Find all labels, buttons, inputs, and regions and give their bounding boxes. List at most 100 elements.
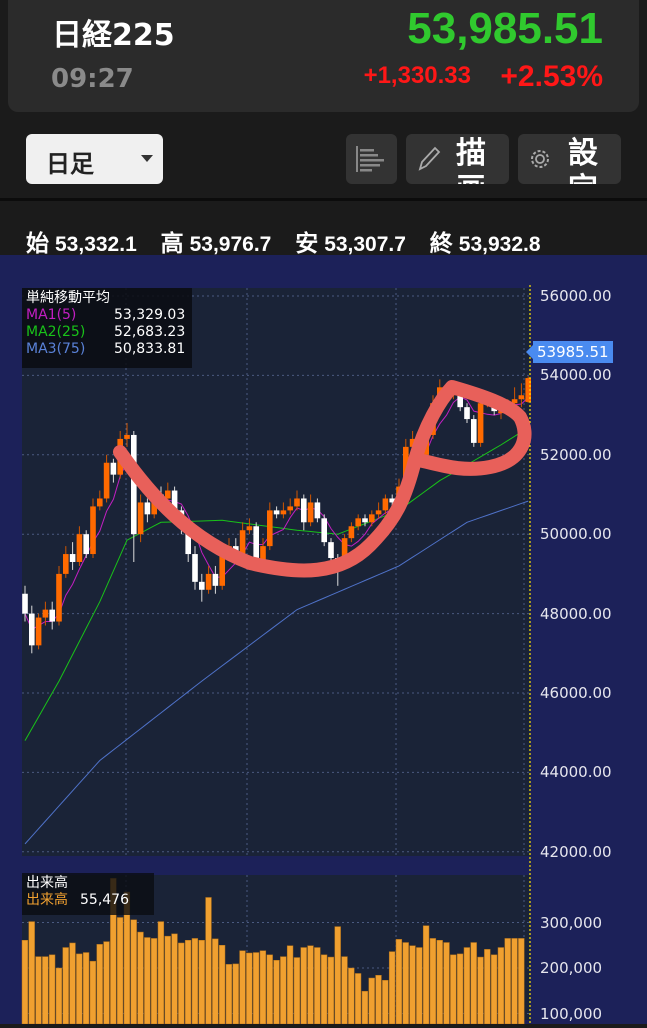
candle-body	[301, 498, 307, 523]
ma1-line	[24, 396, 529, 631]
quote-time: 09:27	[51, 64, 134, 94]
price-chart[interactable]	[0, 255, 647, 1025]
volume-axis-tick: 200,000	[540, 959, 603, 977]
open-value: 53,332.1	[55, 233, 137, 256]
candle-body	[29, 613, 35, 646]
candle-body	[314, 502, 321, 519]
y-axis-tick: 56000.00	[540, 287, 612, 305]
high-label: 高	[160, 230, 184, 256]
volume-bar	[354, 973, 362, 1025]
volume-bar	[171, 933, 178, 1025]
candle-body	[369, 514, 375, 523]
indicator-list-button[interactable]	[346, 134, 397, 184]
candle-body	[199, 581, 205, 590]
volume-legend-title: 出来高	[26, 875, 68, 891]
price-change: +1,330.33	[363, 62, 471, 89]
volume-bar	[21, 939, 29, 1025]
volume-bar	[368, 977, 375, 1025]
volume-bar	[300, 947, 307, 1025]
draw-label: 描画	[456, 136, 486, 184]
volume-bar	[55, 967, 63, 1025]
volume-bar	[137, 931, 144, 1025]
candle-body	[260, 546, 266, 566]
volume-bar	[218, 945, 226, 1025]
volume-bar	[314, 947, 321, 1025]
ma3-line	[24, 500, 529, 845]
settings-button[interactable]: 設定	[518, 134, 621, 184]
volume-bar	[382, 980, 389, 1025]
volume-bar	[450, 954, 457, 1025]
ma3-label: MA3(75)	[26, 341, 86, 357]
candle-body	[464, 407, 470, 420]
candle-body	[355, 518, 361, 527]
candle-body	[185, 526, 191, 555]
volume-bar	[416, 947, 423, 1025]
volume-bar	[518, 938, 525, 1025]
index-title: 日経225	[52, 18, 175, 53]
candle-body	[267, 510, 273, 547]
volume-bar	[116, 917, 124, 1025]
volume-bar	[320, 954, 328, 1025]
current-price: 53,985.51	[407, 4, 603, 53]
draw-button[interactable]: 描画	[406, 134, 509, 184]
candle-body	[137, 502, 144, 535]
volume-bar	[191, 938, 199, 1025]
volume-legend: 出来高 出来高 55,476	[22, 873, 154, 915]
volume-bar	[422, 925, 430, 1025]
candle-body	[171, 490, 178, 511]
candle-body	[49, 609, 55, 622]
price-change-percent: +2.53%	[500, 60, 603, 93]
y-axis-tick: 54000.00	[540, 366, 612, 385]
candle-body	[403, 446, 409, 487]
volume-axis-tick: 100,000	[540, 1004, 603, 1023]
gear-icon	[531, 150, 549, 168]
candle-body	[103, 462, 110, 499]
candle-body	[348, 526, 355, 539]
candle-body	[205, 573, 212, 590]
volume-bar	[375, 975, 382, 1025]
settings-label: 設定	[568, 136, 598, 184]
candle-body	[239, 530, 246, 555]
volume-bar	[62, 947, 69, 1025]
candle-body	[56, 573, 62, 622]
candle-body	[525, 378, 531, 402]
candle-body	[131, 434, 137, 535]
divider	[0, 198, 647, 201]
quote-header: 日経225 09:27 53,985.51 +1,330.33 +2.53%	[8, 0, 639, 112]
candle-body	[253, 526, 259, 566]
period-dropdown[interactable]: 日足	[26, 134, 163, 184]
hand-drawn-annotation	[113, 380, 532, 578]
volume-bar	[69, 942, 76, 1025]
volume-bar	[225, 964, 233, 1025]
candle-body	[97, 498, 103, 507]
candle-body	[63, 554, 69, 574]
y-axis-tick: 50000.00	[540, 525, 612, 544]
candle-body	[280, 510, 287, 515]
volume-bar	[348, 967, 355, 1025]
y-axis-tick: 46000.00	[540, 684, 612, 702]
candle-body	[90, 506, 96, 555]
y-axis-tick: 52000.00	[540, 445, 612, 464]
chevron-down-icon	[141, 155, 153, 162]
volume-bar	[395, 939, 403, 1025]
volume-bar	[239, 950, 246, 1025]
candle-body	[498, 411, 504, 414]
volume-bar	[89, 960, 97, 1025]
close-label: 終	[429, 230, 453, 256]
ohlc-row: 始 53,332.1 高 53,976.7 安 53,307.7 終 53,932.8	[26, 224, 545, 258]
candle-body	[246, 526, 253, 531]
volume-value: 55,476	[80, 892, 129, 908]
ma3-value: 50,833.81	[114, 341, 186, 357]
candle-body	[294, 498, 300, 507]
volume-axis-tick: 300,000	[540, 913, 603, 932]
volume-bar	[490, 954, 498, 1025]
volume-bar	[497, 947, 505, 1025]
volume-bar	[511, 938, 518, 1025]
volume-bar	[35, 956, 42, 1025]
candle-body	[389, 498, 395, 503]
ma1-value: 53,329.03	[114, 307, 186, 323]
ma-legend: 単純移動平均 MA1(5) 53,329.03 MA2(25) 52,683.23 …	[22, 288, 192, 368]
volume-bar	[198, 939, 205, 1025]
volume-bar	[28, 921, 35, 1025]
candle-body	[35, 617, 42, 646]
